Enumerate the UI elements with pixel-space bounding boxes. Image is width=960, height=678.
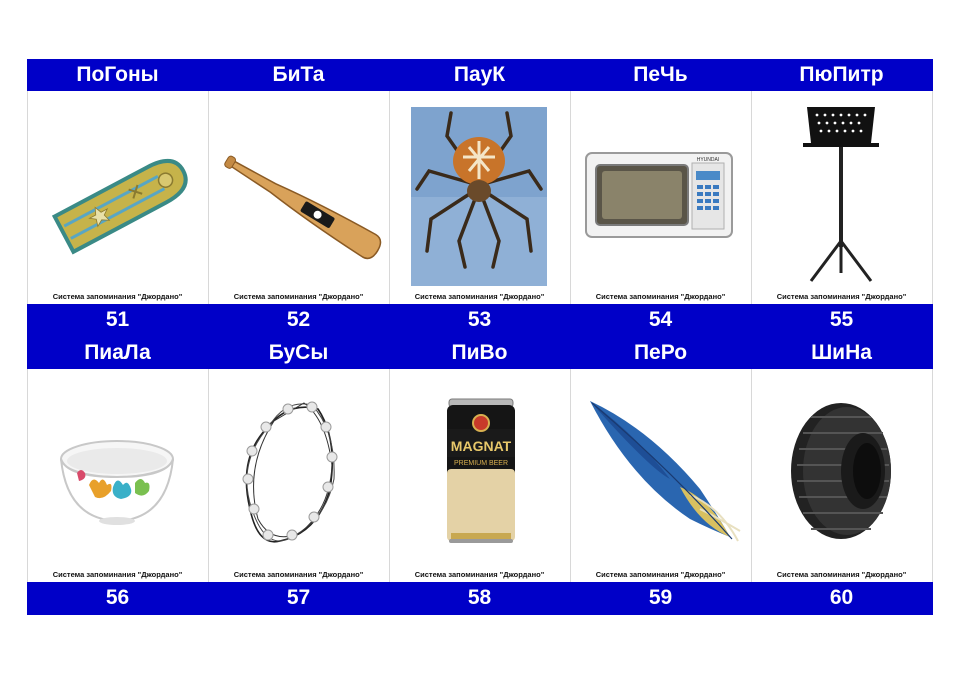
microwave-icon: HYUNDAI	[585, 152, 733, 238]
card-body: Система запоминания "Джордано"	[27, 369, 208, 582]
card-title: БуСы	[268, 341, 329, 364]
beer-subtitle: PREMIUM BEER	[454, 460, 508, 467]
card-divider	[208, 91, 209, 304]
card-body: MAGNAT PREMIUM BEER Система запоминания …	[389, 369, 570, 582]
baseball-bat-icon	[224, 155, 382, 260]
card-sheet: ПоГоны Система запоминания "Джордано" 51	[27, 59, 933, 615]
card-body: HYUNDAI Система запоминания "Джордано"	[570, 91, 751, 304]
music-stand-icon	[803, 107, 879, 282]
card-border	[932, 369, 933, 582]
card-53: ПауК	[389, 59, 570, 337]
card-body: Система запоминания "Джордано"	[208, 91, 389, 304]
spider-icon	[411, 107, 547, 286]
card-caption: Система запоминания "Джордано"	[52, 292, 183, 301]
microwave-brand: HYUNDAI	[697, 157, 720, 163]
card-title: ПеЧь	[633, 63, 688, 86]
number-bar	[27, 582, 933, 615]
card-number: 55	[829, 308, 854, 331]
epaulette-icon	[51, 159, 188, 255]
card-number: 56	[105, 586, 130, 609]
card-title: ПоГоны	[76, 63, 159, 86]
card-number: 58	[467, 586, 492, 609]
card-number: 60	[829, 586, 854, 609]
card-divider	[208, 369, 209, 582]
card-title: ПиаЛа	[84, 341, 151, 364]
card-number: 52	[286, 308, 311, 331]
card-number: 59	[648, 586, 673, 609]
title-bar	[27, 59, 933, 91]
card-border	[27, 369, 28, 582]
card-52: БиТа Система запоминания "Джордано" 52	[208, 59, 389, 337]
card-body: Система запоминания "Джордано"	[751, 91, 932, 304]
card-body: Система запоминания "Джордано"	[208, 369, 389, 582]
card-caption: Система запоминания "Джордано"	[233, 292, 364, 301]
card-body: Система запоминания "Джордано"	[751, 369, 932, 582]
card-border	[27, 91, 28, 304]
beads-icon	[242, 401, 338, 543]
card-body: Система запоминания "Джордано"	[27, 91, 208, 304]
feather-icon	[590, 401, 741, 542]
card-divider	[389, 91, 390, 304]
card-divider	[751, 369, 752, 582]
tire-icon	[791, 403, 891, 539]
title-bar	[27, 337, 933, 369]
card-55: ПюПитр Система запоминания "Джордано" 55	[751, 59, 932, 337]
number-bar	[27, 304, 933, 337]
card-number: 51	[105, 308, 130, 331]
card-caption: Система запоминания "Джордано"	[776, 292, 907, 301]
card-58: ПиВо MAGNAT PREMIUM BEER Система запомин…	[389, 337, 570, 615]
card-title: БиТа	[272, 63, 325, 86]
card-57: БуСы Система запоминания "Джордано" 57	[208, 337, 389, 615]
card-title: ПеРо	[633, 341, 688, 364]
card-number: 53	[467, 308, 492, 331]
card-51: ПоГоны Система запоминания "Джордано" 51	[27, 59, 208, 337]
bowl-icon	[60, 440, 174, 525]
card-60: ШиНа Система запоминания "Джордано"	[751, 337, 932, 615]
card-divider	[570, 91, 571, 304]
card-title: ШиНа	[811, 341, 872, 364]
beer-can-icon: MAGNAT PREMIUM BEER	[447, 398, 515, 543]
card-title: ПауК	[453, 63, 506, 86]
beer-brand: MAGNAT	[451, 438, 512, 454]
card-number: 54	[648, 308, 673, 331]
card-caption: Система запоминания "Джордано"	[52, 570, 183, 579]
card-body: Система запоминания "Джордано"	[389, 91, 570, 304]
card-56: ПиаЛа Система запоминания "Джордано" 56	[27, 337, 208, 615]
card-caption: Система запоминания "Джордано"	[595, 570, 726, 579]
card-divider	[751, 91, 752, 304]
card-caption: Система запоминания "Джордано"	[233, 570, 364, 579]
card-border	[932, 91, 933, 304]
card-54: ПеЧь HYUNDAI Система запомин	[570, 59, 751, 337]
card-title: ПиВо	[451, 341, 508, 364]
card-row-2: ПиаЛа Система запоминания "Джордано" 56 …	[27, 337, 933, 615]
card-caption: Система запоминания "Джордано"	[776, 570, 907, 579]
card-divider	[570, 369, 571, 582]
card-caption: Система запоминания "Джордано"	[414, 570, 545, 579]
card-59: ПеРо Система запоминания "Джордано" 59	[570, 337, 751, 615]
card-caption: Система запоминания "Джордано"	[414, 292, 545, 301]
card-divider	[389, 369, 390, 582]
card-number: 57	[286, 586, 311, 609]
card-caption: Система запоминания "Джордано"	[595, 292, 726, 301]
card-row-1: ПоГоны Система запоминания "Джордано" 51	[27, 59, 933, 337]
card-title: ПюПитр	[799, 63, 884, 86]
card-body: Система запоминания "Джордано"	[570, 369, 751, 582]
